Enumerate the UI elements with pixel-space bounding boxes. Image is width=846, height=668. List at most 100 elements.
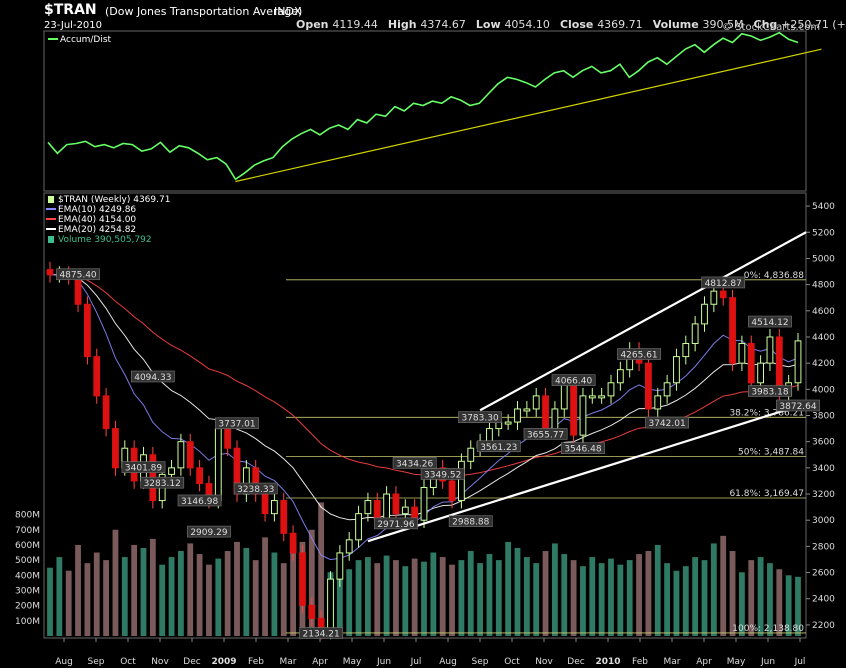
candle-body <box>691 323 699 345</box>
candle-body <box>308 604 316 619</box>
volume-bar <box>365 557 371 636</box>
price-annotation-box <box>392 457 437 469</box>
candle-body <box>616 369 624 384</box>
quote-label: Open <box>296 18 333 31</box>
legend-entry: EMA(20) 4254.82 <box>58 225 136 235</box>
price-annotation-label: 4875.40 <box>59 271 96 281</box>
volume-bar <box>56 557 63 636</box>
volume-bar <box>739 572 745 636</box>
price-annotation-box <box>458 411 503 423</box>
x-axis-tick-label: Aug <box>55 657 73 667</box>
price-annotation-box <box>56 268 100 281</box>
volume-bar <box>608 558 614 636</box>
price-annotation-box <box>551 374 596 386</box>
volume-tick-label: 100M <box>15 617 40 627</box>
y-axis-tick-label: 3000 <box>812 516 835 526</box>
volume-bar <box>93 552 100 636</box>
volume-bar <box>168 557 175 636</box>
price-annotation-label: 4812.87 <box>705 279 742 289</box>
volume-bar <box>795 576 801 636</box>
volume-bar <box>682 566 689 636</box>
volume-bar <box>393 560 399 636</box>
x-axis-tick-label: Jun <box>376 657 391 667</box>
candle-body <box>84 303 91 358</box>
candle-body <box>327 578 334 632</box>
volume-bar <box>346 569 353 636</box>
volume-tick-label: 200M <box>15 602 40 612</box>
candle-body <box>551 408 559 430</box>
volume-bar <box>103 560 109 636</box>
x-axis-tick-label: Sep <box>472 657 489 667</box>
price-annotation-box <box>448 515 493 527</box>
x-axis-tick-label: Jul <box>794 657 806 667</box>
volume-bar <box>140 547 147 636</box>
price-annotation-box <box>701 276 746 289</box>
price-annotation-box <box>177 494 222 507</box>
fib-level-label: 100%: 2,138.80 <box>732 624 804 634</box>
volume-bar <box>262 537 268 636</box>
candle-body <box>168 467 175 475</box>
y-axis-tick-label: 2400 <box>812 595 835 605</box>
price-annotation-box <box>374 517 418 530</box>
price-annotation-box <box>121 461 166 473</box>
candle-body <box>74 276 82 305</box>
x-axis-tick-label: Mar <box>664 657 681 667</box>
quote-value: 4119.44 <box>332 18 378 31</box>
volume-bar <box>570 560 577 636</box>
price-annotation-box <box>645 416 690 429</box>
price-annotation-box <box>187 525 231 538</box>
volume-bar <box>318 502 325 636</box>
volume-bar <box>112 529 119 636</box>
volume-bar <box>374 563 381 636</box>
volume-bar <box>402 566 409 636</box>
y-axis-tick-label: 4800 <box>812 281 835 291</box>
volume-bar <box>523 557 530 636</box>
price-annotation-box <box>130 370 175 383</box>
price-annotation-label: 3655.77 <box>527 430 564 440</box>
volume-bar <box>215 558 222 636</box>
price-annotation-label: 4265.61 <box>620 351 657 361</box>
accum-dist-panel-frame <box>43 30 807 192</box>
price-annotation-box <box>776 399 820 412</box>
candle-body <box>467 447 475 462</box>
candle-body <box>570 382 577 436</box>
volume-bar <box>336 566 343 636</box>
candle-body <box>271 500 278 515</box>
candle-body <box>345 539 353 554</box>
candle-body <box>794 340 802 384</box>
x-axis-tick-label: Nov <box>535 657 553 667</box>
volume-bar <box>505 541 512 636</box>
fib-level-label: 0%: 4,836.88 <box>744 271 805 281</box>
x-axis-tick-label: 2010 <box>595 657 620 667</box>
candle-body <box>701 303 708 325</box>
volume-bar <box>467 551 474 636</box>
volume-bar <box>710 543 717 636</box>
volume-tick-label: 700M <box>15 526 40 536</box>
volume-bar <box>308 529 315 636</box>
volume-bar <box>776 569 783 636</box>
volume-bar <box>598 563 605 636</box>
price-annotation-label: 3401.89 <box>125 464 162 474</box>
candle-body <box>719 290 727 299</box>
volume-bar <box>411 558 418 636</box>
fib-level-label: 38.2%: 3,786.21 <box>729 408 804 418</box>
candle-body <box>401 506 409 515</box>
x-axis-tick-label: Aug <box>439 657 457 667</box>
price-annotation-label: 3434.26 <box>396 459 433 469</box>
y-axis-tick-label: 3400 <box>812 464 835 474</box>
y-axis-tick-label: 2800 <box>812 542 835 552</box>
candle-body <box>645 362 652 410</box>
volume-bar <box>767 563 773 636</box>
price-annotation-label: 2134.21 <box>303 630 340 640</box>
y-axis-tick-label: 3800 <box>812 412 835 422</box>
price-annotation-label: 3742.01 <box>648 419 685 429</box>
volume-bar <box>149 538 156 636</box>
quote-value: 4369.71 <box>597 18 643 31</box>
y-axis-tick-label: 2200 <box>812 621 835 631</box>
volume-bar <box>131 544 138 636</box>
x-axis-tick-label: Mar <box>280 657 297 667</box>
candle-body <box>289 532 297 554</box>
candle-body <box>579 395 587 436</box>
volume-bar <box>84 563 91 636</box>
candle-body <box>214 428 222 502</box>
